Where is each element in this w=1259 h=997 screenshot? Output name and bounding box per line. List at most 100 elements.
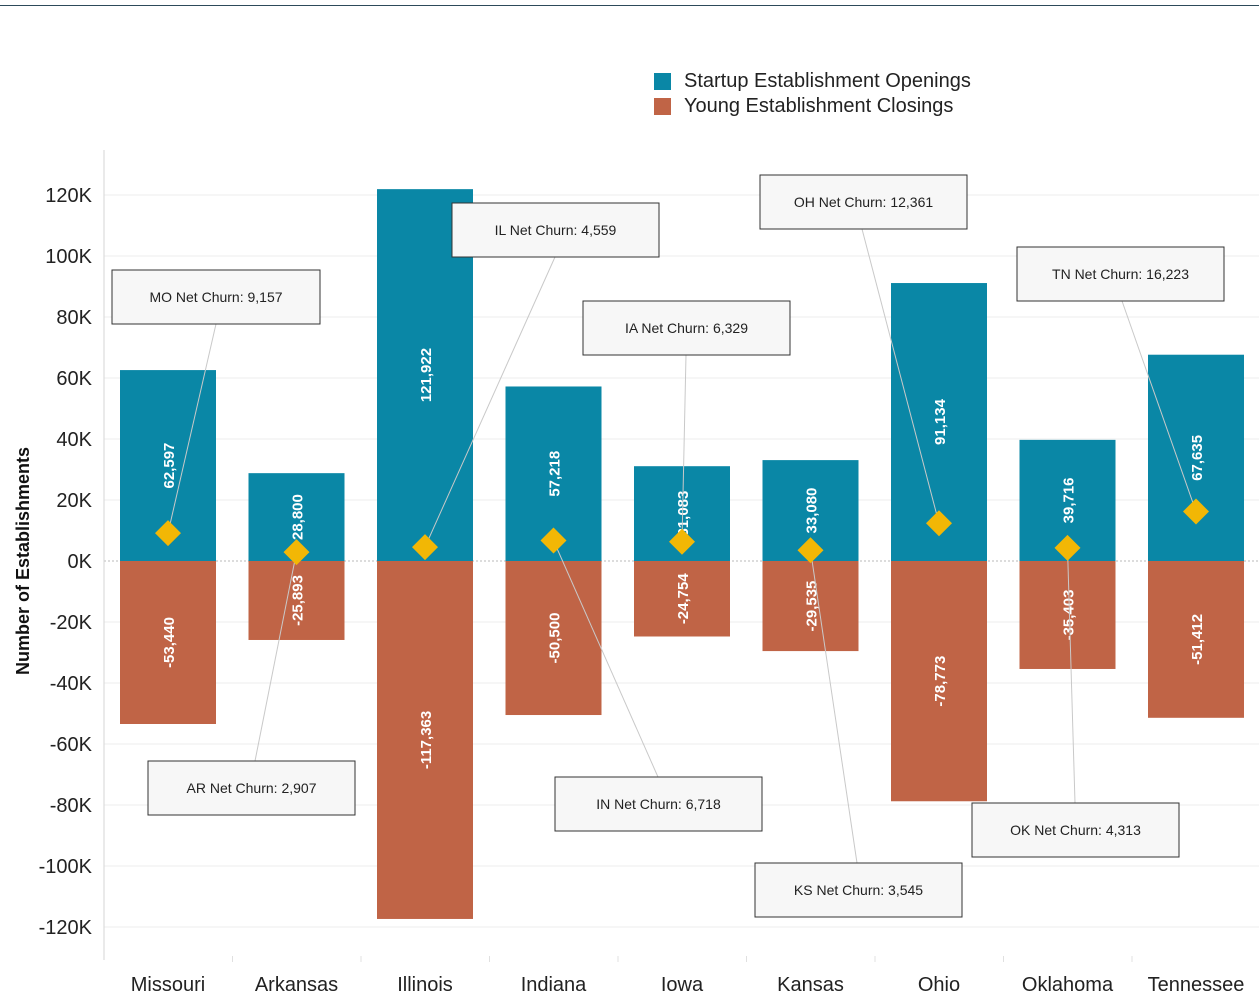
y-tick-label: 20K: [56, 490, 92, 512]
net-churn-box: [759, 174, 968, 230]
net-churn-label: KS Net Churn: 3,545: [794, 882, 923, 898]
bar-value-label: -117,363: [418, 711, 435, 769]
x-tick-label: Oklahoma: [1022, 974, 1114, 996]
y-tick-label: 40K: [56, 429, 92, 451]
legend-swatch-openings: [654, 73, 671, 90]
net-churn-label: IA Net Churn: 6,329: [625, 320, 748, 336]
leader-line: [1067, 547, 1076, 804]
bar-closings: [1019, 561, 1116, 669]
net-churn-box: [451, 202, 660, 258]
bar-value-label: -29,535: [804, 581, 821, 632]
y-tick-label: 0K: [68, 551, 93, 573]
legend-item-closings: Young Establishment Closings: [654, 94, 971, 119]
x-tick-label: Iowa: [661, 974, 704, 996]
bar-value-label: 33,080: [804, 488, 821, 534]
leader-line: [553, 540, 659, 778]
y-tick-label: -20K: [50, 612, 93, 634]
net-churn-label: IL Net Churn: 4,559: [495, 222, 617, 238]
x-tick-label: Missouri: [131, 974, 205, 996]
legend-label-closings: Young Establishment Closings: [684, 95, 954, 117]
y-tick-label: -100K: [39, 856, 93, 878]
net-churn-annotations: MO Net Churn: 9,157 AR Net Churn: 2,907 IL…: [111, 174, 1225, 918]
legend: Startup Establishment Openings Young Est…: [654, 69, 971, 119]
net-churn-marker: [1183, 498, 1209, 525]
net-churn-box: [554, 776, 763, 832]
x-tick-label: Arkansas: [255, 974, 338, 996]
legend-swatch-closings: [654, 98, 671, 115]
y-tick-label: -80K: [50, 795, 93, 817]
net-churn-label: MO Net Churn: 9,157: [149, 289, 282, 305]
bar-openings: [1148, 354, 1244, 561]
net-churn-marker: [1054, 534, 1081, 561]
net-churn-label: OH Net Churn: 12,361: [794, 194, 934, 210]
bar-closings: [377, 561, 473, 919]
leader-line: [861, 228, 940, 524]
bar-closings: [505, 561, 602, 716]
leader-line: [167, 323, 217, 534]
legend-item-openings: Startup Establishment Openings: [654, 69, 971, 94]
top-rule: [0, 5, 1259, 6]
bar-closings: [762, 561, 859, 652]
net-churn-marker: [540, 527, 567, 554]
bar-value-label: 62,597: [161, 443, 178, 489]
x-tick-label: Illinois: [397, 974, 453, 996]
y-tick-label: 80K: [56, 307, 92, 329]
net-churn-box: [111, 269, 321, 325]
x-tick-label: Ohio: [918, 974, 960, 996]
y-tick-label: -40K: [50, 673, 93, 695]
bar-closings: [634, 561, 730, 637]
net-churn-marker: [155, 520, 181, 547]
bar-value-label: 57,218: [547, 451, 564, 497]
net-churn-box: [1016, 246, 1225, 302]
bar-closings: [891, 561, 987, 802]
net-churn-marker: [797, 537, 824, 564]
bar-closings: [120, 561, 216, 724]
x-tick-label: Tennessee: [1148, 974, 1245, 996]
bar-value-label: 28,800: [290, 494, 307, 540]
net-churn-box: [147, 760, 356, 816]
y-tick-label: -120K: [39, 917, 93, 939]
net-churn-marker: [412, 534, 438, 561]
bar-value-label: -24,754: [675, 573, 692, 625]
bars: 62,597 28,800 121,922 57,218 31,083 33,080 91,…: [120, 189, 1244, 919]
net-churn-marker: [926, 510, 952, 537]
leader-lines: [167, 228, 1197, 864]
bar-closings: [248, 561, 345, 640]
net-churn-label: OK Net Churn: 4,313: [1010, 822, 1141, 838]
net-churn-marker: [283, 539, 310, 566]
leader-line: [254, 552, 297, 762]
bar-value-label: -50,500: [547, 613, 564, 664]
bar-value-label: -53,440: [161, 617, 178, 668]
y-tick-label: 60K: [56, 368, 92, 390]
net-churn-box: [582, 300, 791, 356]
leader-line: [424, 256, 556, 548]
net-churn-marker: [669, 528, 695, 555]
y-tick-label: 120K: [45, 185, 92, 207]
net-churn-box: [754, 862, 963, 918]
bar-value-label: 67,635: [1189, 435, 1206, 481]
bar-closings: [1148, 561, 1244, 718]
axes: 120K 100K 80K 60K 40K 20K 0K -20K -40K -60K -80K -1…: [39, 150, 1245, 996]
net-churn-label: TN Net Churn: 16,223: [1052, 266, 1189, 282]
leader-line: [1121, 300, 1197, 512]
y-tick-label: 100K: [45, 246, 92, 268]
x-tick-label: Indiana: [521, 974, 587, 996]
bar-value-label: -51,412: [1189, 614, 1206, 665]
bar-value-label: 121,922: [418, 348, 435, 402]
bar-value-label: 91,134: [932, 398, 949, 445]
bar-value-label: 39,716: [1061, 477, 1078, 523]
bar-value-label: -25,893: [290, 575, 307, 626]
net-churn-label: AR Net Churn: 2,907: [187, 780, 317, 796]
bar-value-label: -78,773: [932, 656, 949, 707]
leader-line: [810, 550, 858, 864]
bar-value-label: 31,083: [675, 491, 692, 537]
y-tick-label: -60K: [50, 734, 93, 756]
leader-line: [681, 354, 687, 542]
net-churn-label: IN Net Churn: 6,718: [596, 796, 721, 812]
legend-label-openings: Startup Establishment Openings: [684, 70, 971, 92]
y-axis-title: Number of Establishments: [13, 447, 33, 675]
net-churn-box: [971, 802, 1180, 858]
x-tick-label: Kansas: [777, 974, 844, 996]
net-churn-markers: [155, 498, 1209, 566]
